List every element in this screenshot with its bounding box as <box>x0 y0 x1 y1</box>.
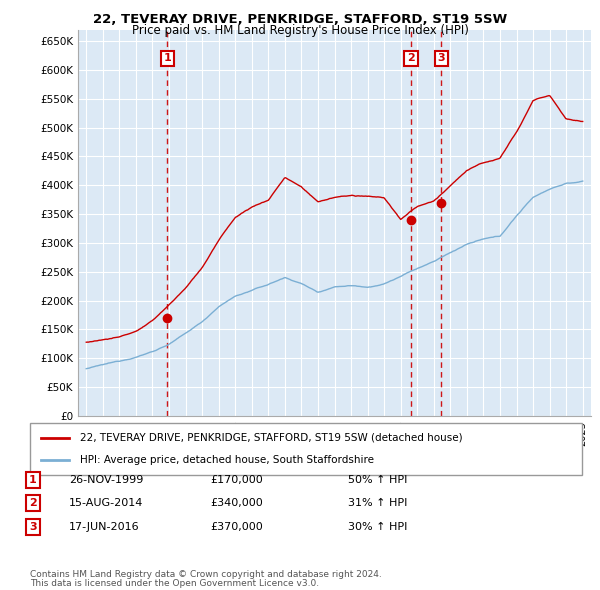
FancyBboxPatch shape <box>30 423 582 475</box>
Text: 22, TEVERAY DRIVE, PENKRIDGE, STAFFORD, ST19 5SW: 22, TEVERAY DRIVE, PENKRIDGE, STAFFORD, … <box>93 13 507 26</box>
Text: £170,000: £170,000 <box>210 475 263 484</box>
Text: 1: 1 <box>29 475 37 484</box>
Text: Price paid vs. HM Land Registry's House Price Index (HPI): Price paid vs. HM Land Registry's House … <box>131 24 469 37</box>
Text: Contains HM Land Registry data © Crown copyright and database right 2024.: Contains HM Land Registry data © Crown c… <box>30 570 382 579</box>
Text: 2: 2 <box>29 499 37 508</box>
Text: 26-NOV-1999: 26-NOV-1999 <box>69 475 143 484</box>
Text: This data is licensed under the Open Government Licence v3.0.: This data is licensed under the Open Gov… <box>30 579 319 588</box>
Text: 50% ↑ HPI: 50% ↑ HPI <box>348 475 407 484</box>
Text: 22, TEVERAY DRIVE, PENKRIDGE, STAFFORD, ST19 5SW (detached house): 22, TEVERAY DRIVE, PENKRIDGE, STAFFORD, … <box>80 432 463 442</box>
Text: 3: 3 <box>29 522 37 532</box>
Text: 3: 3 <box>437 53 445 63</box>
Text: 1: 1 <box>163 53 171 63</box>
Text: 30% ↑ HPI: 30% ↑ HPI <box>348 522 407 532</box>
Text: £370,000: £370,000 <box>210 522 263 532</box>
Text: HPI: Average price, detached house, South Staffordshire: HPI: Average price, detached house, Sout… <box>80 455 374 466</box>
Text: 31% ↑ HPI: 31% ↑ HPI <box>348 499 407 508</box>
Text: 15-AUG-2014: 15-AUG-2014 <box>69 499 143 508</box>
Text: 2: 2 <box>407 53 415 63</box>
Text: 17-JUN-2016: 17-JUN-2016 <box>69 522 140 532</box>
Text: £340,000: £340,000 <box>210 499 263 508</box>
